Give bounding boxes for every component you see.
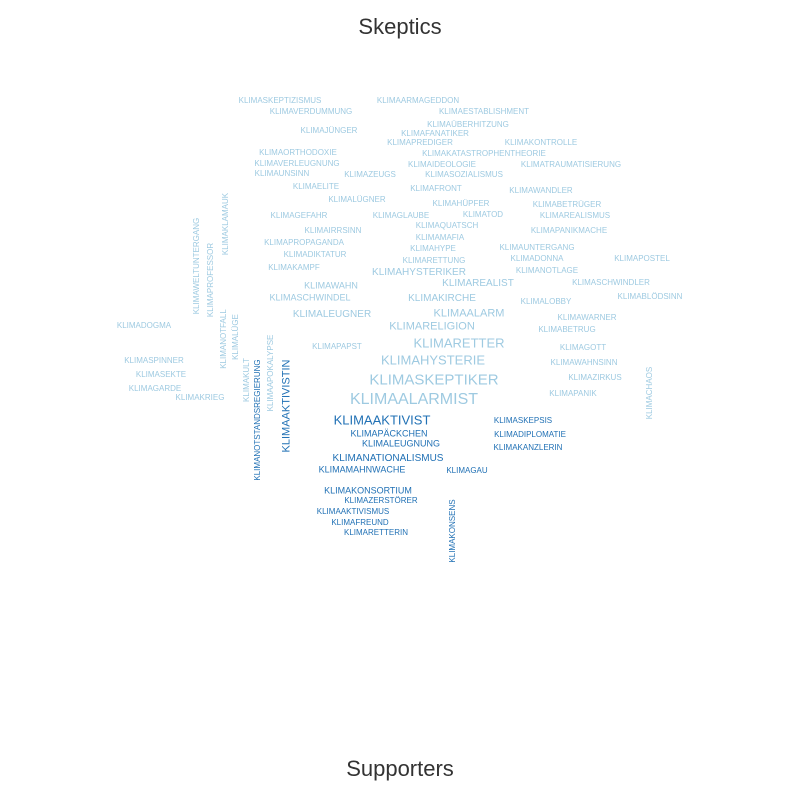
- skeptic-word-klimapropaganda: KLIMAPROPAGANDA: [264, 238, 344, 247]
- skeptic-word-klimapanik: KLIMAPANIK: [549, 389, 597, 398]
- skeptic-word-klimahysterie: KLIMAHYSTERIE: [380, 352, 486, 368]
- skeptic-word-klimaschwindler: KLIMASCHWINDLER: [572, 278, 650, 287]
- skeptic-word-klimajunger: KLIMAJÜNGER: [300, 126, 358, 135]
- supporter-word-klimaaktivistin: KLIMAAKTIVISTIN: [280, 359, 293, 453]
- skeptic-word-klimaapokalypse: KLIMAAPOKALYPSE: [266, 334, 275, 412]
- supporter-word-klimakonsens: KLIMAKONSENS: [448, 499, 457, 563]
- skeptic-word-klimaideologie: KLIMAIDEOLOGIE: [407, 160, 477, 169]
- skeptic-word-klimairrsinn: KLIMAIRRSINN: [304, 226, 362, 235]
- skeptic-word-klimapapst: KLIMAPAPST: [312, 342, 362, 351]
- skeptic-word-klimadonna: KLIMADONNA: [510, 254, 564, 263]
- skeptic-word-klimakontrolle: KLIMAKONTROLLE: [504, 138, 578, 147]
- skeptic-word-klimawahnsinn: KLIMAWAHNSINN: [550, 358, 618, 367]
- skeptic-word-klimagefahr: KLIMAGEFAHR: [270, 211, 328, 220]
- supporter-word-klimapackchen: KLIMAPÄCKCHEN: [350, 428, 428, 439]
- supporter-word-klimanotstandsregierung: KLIMANOTSTANDSREGIERUNG: [253, 359, 262, 481]
- skeptic-word-klimakatastrophentheorie: KLIMAKATASTROPHENTHEORIE: [422, 149, 546, 158]
- supporter-word-klimaaktivismus: KLIMAAKTIVISMUS: [316, 507, 390, 516]
- skeptic-word-klimaweltuntergang: KLIMAWELTUNTERGANG: [192, 217, 201, 315]
- skeptic-word-klimaskeptiker: KLIMASKEPTIKER: [369, 371, 499, 389]
- supporter-word-klimaaktivist: KLIMAAKTIVIST: [333, 412, 431, 428]
- skeptic-word-klimahype: KLIMAHYPE: [410, 244, 456, 253]
- skeptic-word-klimaquatsch: KLIMAQUATSCH: [415, 221, 479, 230]
- supporter-word-klimafreund: KLIMAFREUND: [331, 518, 389, 527]
- skeptic-word-klimarealismus: KLIMAREALISMUS: [539, 211, 611, 220]
- skeptic-word-klimakampf: KLIMAKAMPF: [268, 263, 320, 272]
- skeptic-word-klimauntergang: KLIMAUNTERGANG: [499, 243, 575, 252]
- skeptic-word-klimadogma: KLIMADOGMA: [116, 321, 172, 330]
- skeptic-word-klimazeugs: KLIMAZEUGS: [344, 170, 396, 179]
- skeptic-word-klimarealist: KLIMAREALIST: [442, 278, 514, 289]
- skeptic-word-klimakirche: KLIMAKIRCHE: [408, 293, 476, 304]
- skeptic-word-klimaspinner: KLIMASPINNER: [124, 356, 184, 365]
- supporter-word-klimaleugnung: KLIMALEUGNUNG: [361, 438, 441, 449]
- supporter-word-klimaretterin: KLIMARETTERIN: [343, 528, 409, 537]
- skeptic-word-klimakult: KLIMAKULT: [242, 358, 251, 402]
- skeptic-word-klimabetrug: KLIMABETRUG: [538, 325, 596, 334]
- skeptic-word-klimalugner: KLIMALÜGNER: [328, 195, 386, 204]
- skeptic-word-klimaprediger: KLIMAPREDIGER: [387, 138, 453, 147]
- title-skeptics: Skeptics: [358, 14, 442, 39]
- skeptic-word-klimatod: KLIMATOD: [462, 210, 504, 219]
- skeptic-word-klimaorthodoxie: KLIMAORTHODOXIE: [259, 148, 337, 157]
- supporter-word-klimagau: KLIMAGAU: [446, 466, 488, 475]
- skeptic-word-klimakrieg: KLIMAKRIEG: [175, 393, 225, 402]
- skeptic-word-klimaelite: KLIMAELITE: [292, 182, 340, 191]
- skeptic-word-klimafanatiker: KLIMAFANATIKER: [401, 129, 469, 138]
- supporter-word-klimamahnwache: KLIMAMAHNWACHE: [318, 464, 406, 475]
- skeptic-word-klimaklamauk: KLIMAKLAMAUK: [221, 192, 230, 256]
- skeptic-word-klimapanikmache: KLIMAPANIKMACHE: [530, 226, 608, 235]
- skeptic-word-klimagarde: KLIMAGARDE: [128, 384, 182, 393]
- skeptic-word-klimahupfer: KLIMAHÜPFER: [432, 199, 490, 208]
- skeptic-word-klimaverdummung: KLIMAVERDUMMUNG: [269, 107, 353, 116]
- skeptic-word-klimahysteriker: KLIMAHYSTERIKER: [372, 267, 466, 278]
- skeptic-word-klimaalarmist: KLIMAALARMIST: [349, 391, 479, 408]
- skeptic-word-klimaestablishment: KLIMAESTABLISHMENT: [438, 107, 530, 116]
- skeptic-word-klimablodsinn: KLIMABLÖDSINN: [617, 292, 683, 301]
- skeptic-word-klimaarmageddon: KLIMAARMAGEDDON: [376, 96, 460, 105]
- skeptic-word-klimaprofessor: KLIMAPROFESSOR: [206, 242, 215, 318]
- skeptic-word-klimaskeptizismus: KLIMASKEPTIZISMUS: [238, 96, 322, 105]
- supporter-word-klimadiplomatie: KLIMADIPLOMATIE: [494, 430, 566, 439]
- skeptic-word-klimarettung: KLIMARETTUNG: [402, 256, 466, 265]
- skeptic-word-klimauberhitzung: KLIMAÜBERHITZUNG: [427, 120, 509, 129]
- skeptic-word-klimaalarm: KLIMAALARM: [433, 307, 505, 320]
- skeptic-word-klimaschwindel: KLIMASCHWINDEL: [269, 292, 351, 303]
- skeptic-word-klimanotfall: KLIMANOTFALL: [219, 309, 228, 369]
- skeptic-word-klimatraumatisierung: KLIMATRAUMATISIERUNG: [520, 160, 622, 169]
- skeptic-word-klimapostel: KLIMAPOSTEL: [614, 254, 670, 263]
- skeptic-word-klimaverleugnung: KLIMAVERLEUGNUNG: [254, 159, 340, 168]
- skeptic-word-klimachaos: KLIMACHAOS: [645, 366, 654, 420]
- skeptic-word-klimadiktatur: KLIMADIKTATUR: [283, 250, 347, 259]
- skeptic-word-klimanotlage: KLIMANOTLAGE: [515, 266, 579, 275]
- skeptic-word-klimagott: KLIMAGOTT: [559, 343, 607, 352]
- skeptic-word-klimaunsinn: KLIMAUNSINN: [254, 169, 310, 178]
- supporter-word-klimakanzlerin: KLIMAKANZLERIN: [493, 443, 563, 452]
- skeptic-word-klimaretter: KLIMARETTER: [413, 335, 505, 351]
- skeptic-word-klimawahn: KLIMAWAHN: [304, 280, 358, 291]
- skeptic-word-klimawandler: KLIMAWANDLER: [509, 186, 573, 195]
- supporter-word-klimazerstorer: KLIMAZERSTÖRER: [344, 496, 418, 505]
- supporter-word-klimaskepsis: KLIMASKEPSIS: [493, 416, 553, 425]
- supporter-word-klimanationalismus: KLIMANATIONALISMUS: [332, 453, 444, 464]
- skeptic-word-klimasozialismus: KLIMASOZIALISMUS: [425, 170, 503, 179]
- skeptic-word-klimafront: KLIMAFRONT: [410, 184, 462, 193]
- skeptic-word-klimamafia: KLIMAMAFIA: [415, 233, 465, 242]
- skeptic-word-klimawarner: KLIMAWARNER: [557, 313, 617, 322]
- supporter-word-klimakonsortium: KLIMAKONSORTIUM: [324, 485, 412, 496]
- skeptic-word-klimaglaube: KLIMAGLAUBE: [372, 211, 430, 220]
- skeptic-word-klimaleugner: KLIMALEUGNER: [292, 309, 372, 320]
- skeptic-word-klimalobby: KLIMALOBBY: [520, 297, 572, 306]
- title-supporters: Supporters: [346, 756, 454, 781]
- skeptic-word-klimazirkus: KLIMAZIRKUS: [568, 373, 622, 382]
- skeptic-word-klimareligion: KLIMARELIGION: [389, 320, 475, 333]
- skeptic-word-klimasekte: KLIMASEKTE: [135, 370, 187, 379]
- skeptic-word-klimabetruger: KLIMABETRÜGER: [532, 200, 602, 209]
- skeptic-word-klimaluge: KLIMALÜGE: [231, 314, 240, 360]
